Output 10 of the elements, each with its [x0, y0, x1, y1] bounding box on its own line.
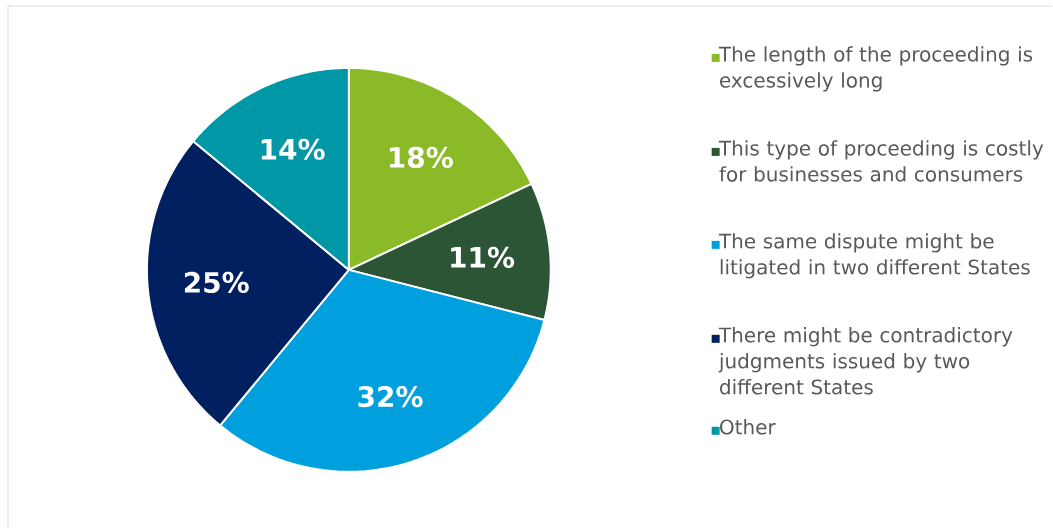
legend-label: This type of proceeding is costly for businesses and consumers	[718, 140, 1044, 182]
legend-label: The same dispute might be litigated in two different States	[718, 233, 1030, 279]
legend-label: The length of the proceeding is excessively long	[718, 46, 1033, 92]
legend-label: Other	[720, 418, 776, 435]
data-label: 18%	[389, 146, 453, 168]
data-label: 14%	[261, 138, 325, 160]
legend-label: There might be contradictory judgments issued by two different States	[718, 327, 1013, 395]
data-label: 25%	[184, 271, 249, 293]
data-label: 11%	[451, 246, 515, 268]
data-label: 32%	[358, 385, 423, 408]
